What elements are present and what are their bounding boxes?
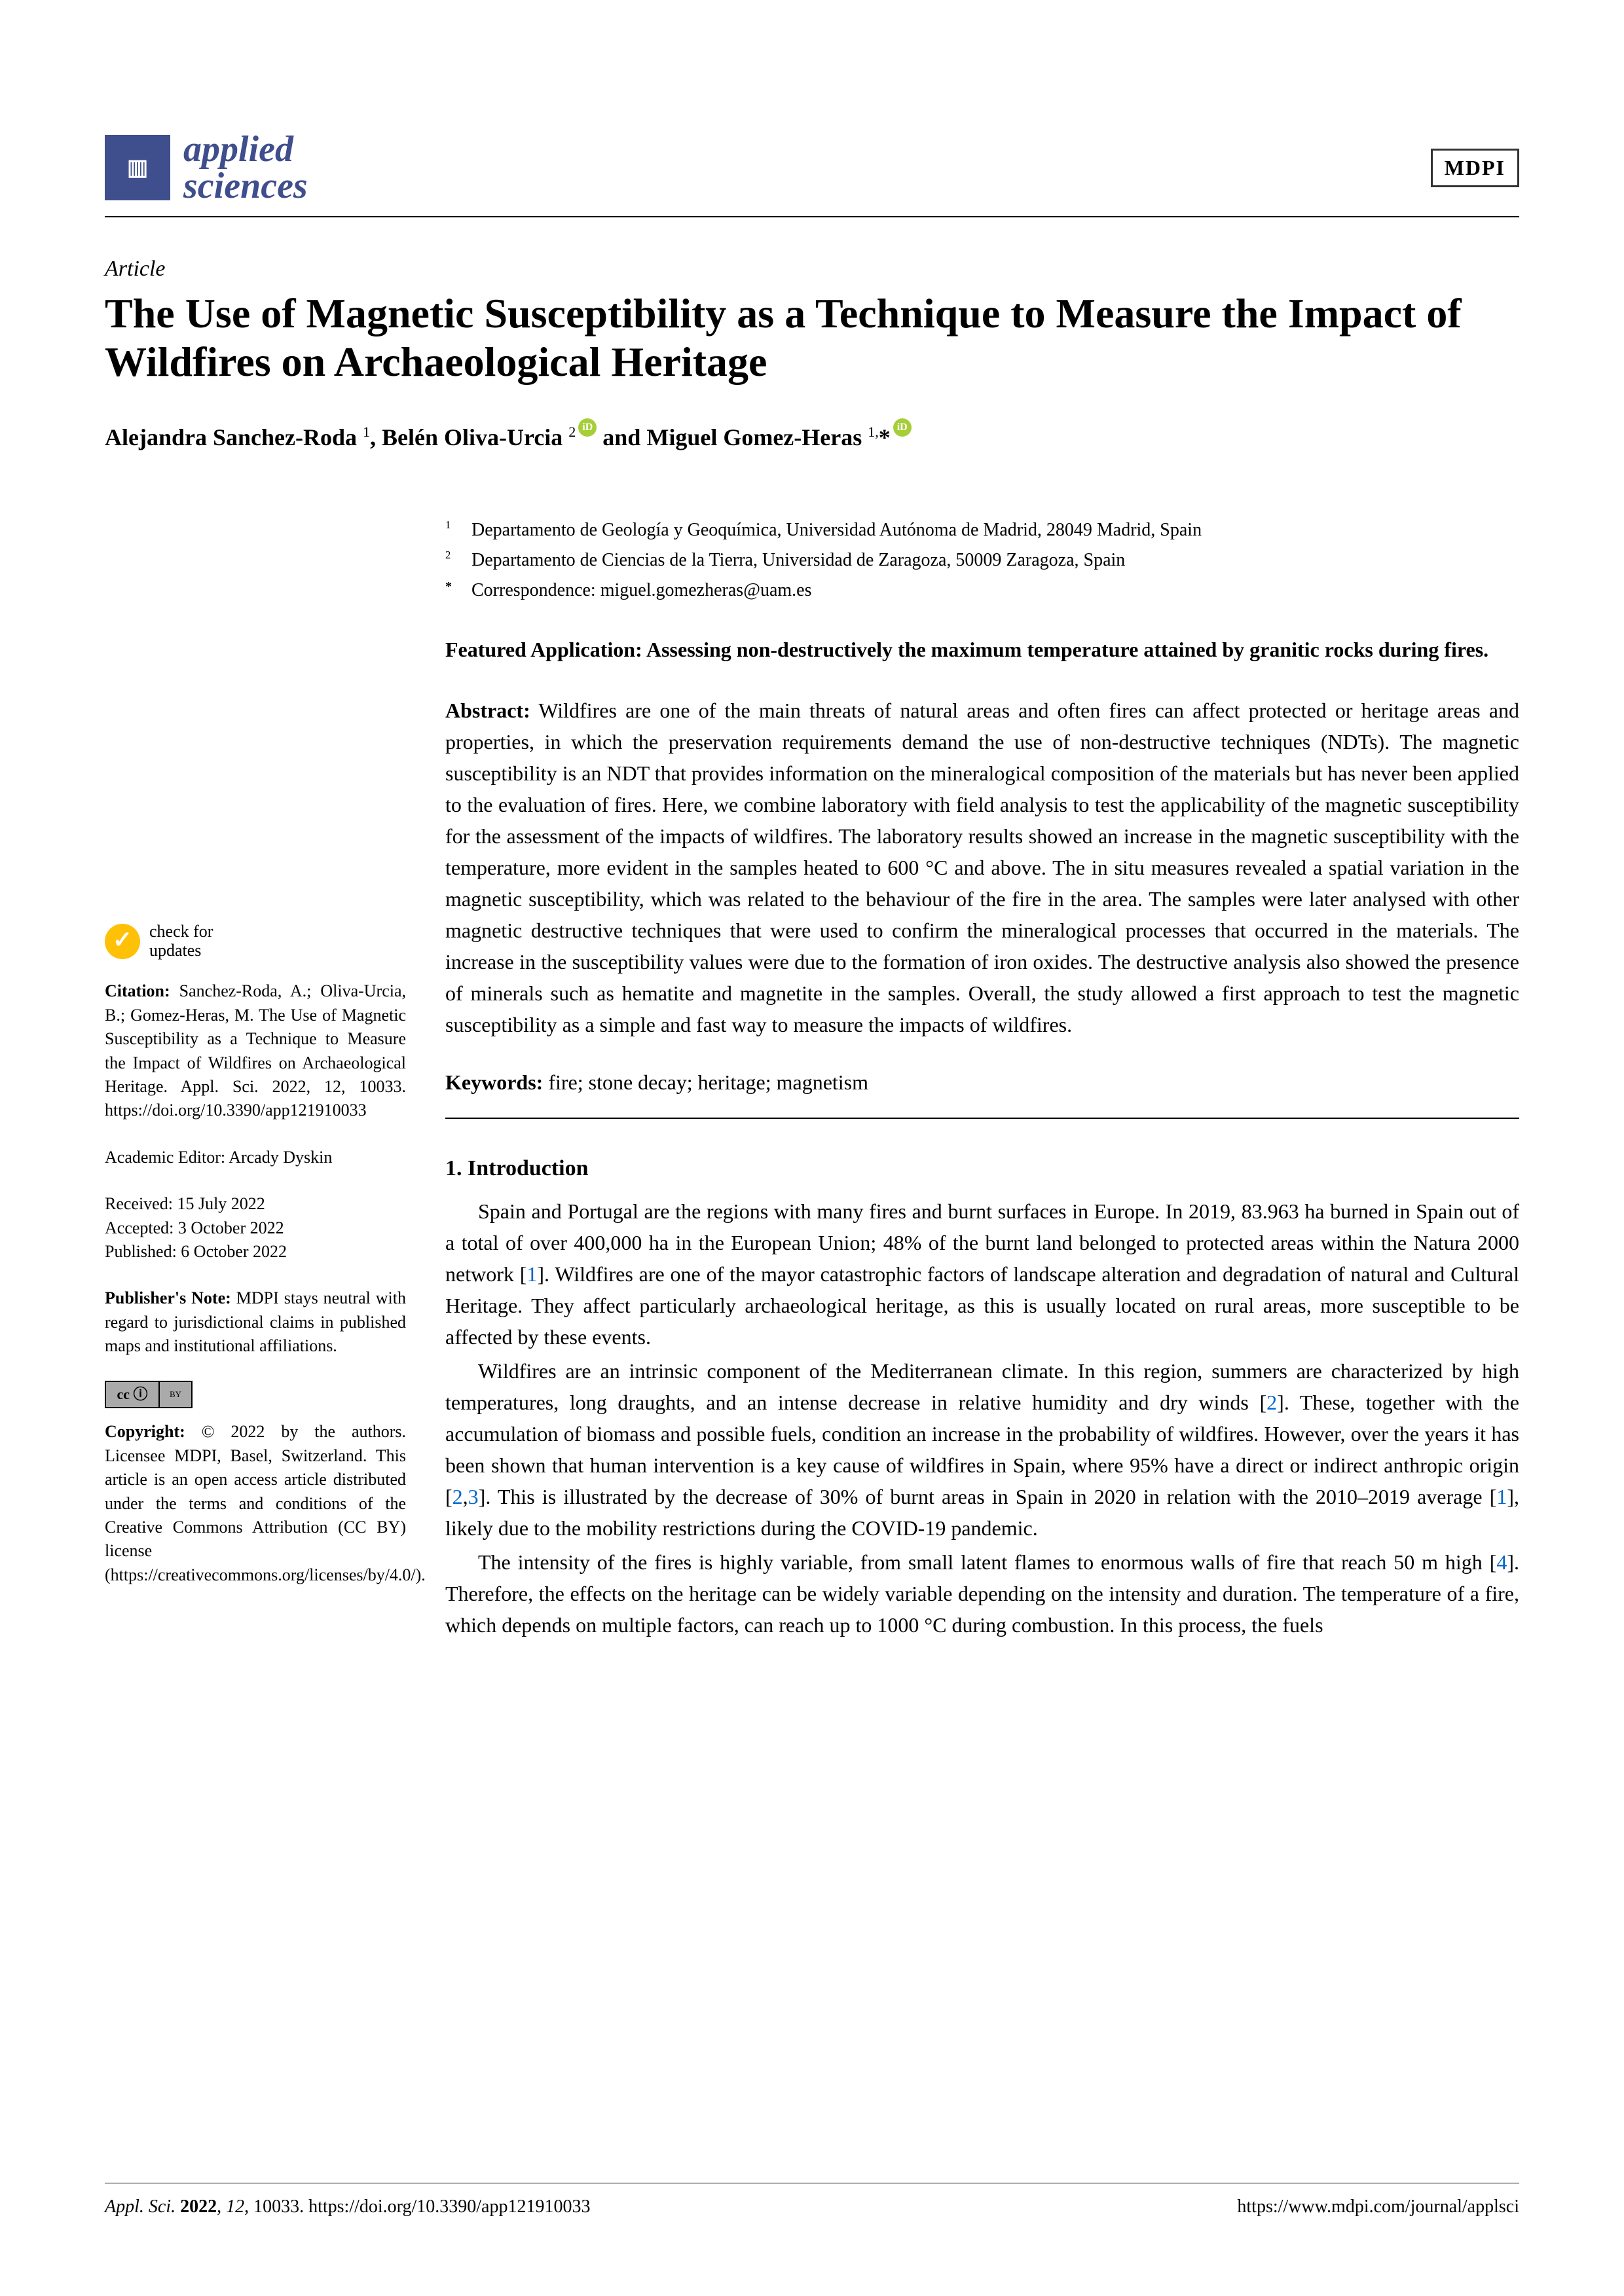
main-content: 1 Departamento de Geología y Geoquímica, …	[445, 517, 1519, 1643]
journal-logo-icon: ▥	[105, 135, 170, 200]
check-updates-label: check forupdates	[149, 922, 213, 960]
cc-license-badge[interactable]: cc ⓘ BY	[105, 1381, 193, 1408]
published-date: Published: 6 October 2022	[105, 1240, 406, 1264]
body-paragraph: The intensity of the fires is highly var…	[445, 1546, 1519, 1641]
publisher-logo: MDPI	[1431, 149, 1519, 187]
copyright-block: Copyright: © 2022 by the authors. Licens…	[105, 1420, 406, 1587]
citation-label: Citation:	[105, 981, 170, 1000]
body-paragraph: Spain and Portugal are the regions with …	[445, 1195, 1519, 1353]
journal-logo: ▥ applied sciences	[105, 131, 308, 204]
header: ▥ applied sciences MDPI	[105, 131, 1519, 217]
keywords: Keywords: fire; stone decay; heritage; m…	[445, 1066, 1519, 1098]
article-title: The Use of Magnetic Susceptibility as a …	[105, 289, 1519, 386]
ref-link[interactable]: 1	[526, 1262, 537, 1286]
abstract-text: Wildfires are one of the main threats of…	[445, 699, 1519, 1036]
journal-name: applied sciences	[183, 131, 308, 204]
affiliations: 1Departamento de Geología y Geoquímica, …	[445, 517, 1519, 604]
orcid-icon[interactable]	[578, 418, 597, 437]
editor-name: Arcady Dyskin	[229, 1148, 332, 1167]
featured-application: Featured Application: Assessing non-dest…	[445, 634, 1519, 665]
keywords-text: fire; stone decay; heritage; magnetism	[548, 1070, 868, 1094]
publisher-note-block: Publisher's Note: MDPI stays neutral wit…	[105, 1286, 406, 1358]
citation-block: Citation: Sanchez-Roda, A.; Oliva-Urcia,…	[105, 979, 406, 1122]
citation-text: Sanchez-Roda, A.; Oliva-Urcia, B.; Gomez…	[105, 981, 406, 1120]
dates-block: Received: 15 July 2022 Accepted: 3 Octob…	[105, 1192, 406, 1264]
section-heading: 1. Introduction	[445, 1152, 1519, 1185]
journal-name-line1: applied	[183, 131, 308, 168]
body-paragraph: Wildfires are an intrinsic component of …	[445, 1355, 1519, 1544]
abstract: Abstract: Wildfires are one of the main …	[445, 695, 1519, 1040]
article-type: Article	[105, 257, 1519, 282]
page-footer: Appl. Sci. 2022, 12, 10033. https://doi.…	[105, 2183, 1519, 2217]
ref-link[interactable]: 1	[1496, 1485, 1507, 1508]
copyright-text: © 2022 by the authors. Licensee MDPI, Ba…	[105, 1422, 426, 1584]
received-date: Received: 15 July 2022	[105, 1192, 406, 1216]
ref-link[interactable]: 2	[452, 1485, 463, 1508]
affiliation-2: Departamento de Ciencias de la Tierra, U…	[471, 547, 1125, 574]
check-icon	[105, 924, 140, 959]
abstract-label: Abstract:	[445, 699, 530, 722]
affiliation-1: Departamento de Geología y Geoquímica, U…	[471, 517, 1202, 544]
check-updates[interactable]: check forupdates	[105, 922, 406, 960]
accepted-date: Accepted: 3 October 2022	[105, 1216, 406, 1240]
copyright-label: Copyright:	[105, 1422, 185, 1441]
orcid-icon[interactable]	[893, 418, 912, 437]
cc-icon: cc ⓘ	[106, 1382, 158, 1407]
sidebar: check forupdates Citation: Sanchez-Roda,…	[105, 517, 406, 1643]
keywords-label: Keywords:	[445, 1070, 543, 1094]
footer-left: Appl. Sci. 2022, 12, 10033. https://doi.…	[105, 2196, 590, 2217]
ref-link[interactable]: 4	[1496, 1550, 1507, 1574]
ref-link[interactable]: 3	[468, 1485, 479, 1508]
ref-link[interactable]: 2	[1266, 1391, 1277, 1414]
authors: Alejandra Sanchez-Roda 1, Belén Oliva-Ur…	[105, 418, 1519, 451]
section-divider	[445, 1118, 1519, 1119]
footer-right[interactable]: https://www.mdpi.com/journal/applsci	[1237, 2196, 1519, 2217]
correspondence: Correspondence: miguel.gomezheras@uam.es	[471, 577, 812, 604]
editor-block: Academic Editor: Arcady Dyskin	[105, 1146, 406, 1169]
editor-label: Academic Editor:	[105, 1148, 225, 1167]
pubnote-label: Publisher's Note:	[105, 1288, 231, 1307]
journal-name-line2: sciences	[183, 168, 308, 204]
cc-by-icon: BY	[158, 1382, 191, 1407]
